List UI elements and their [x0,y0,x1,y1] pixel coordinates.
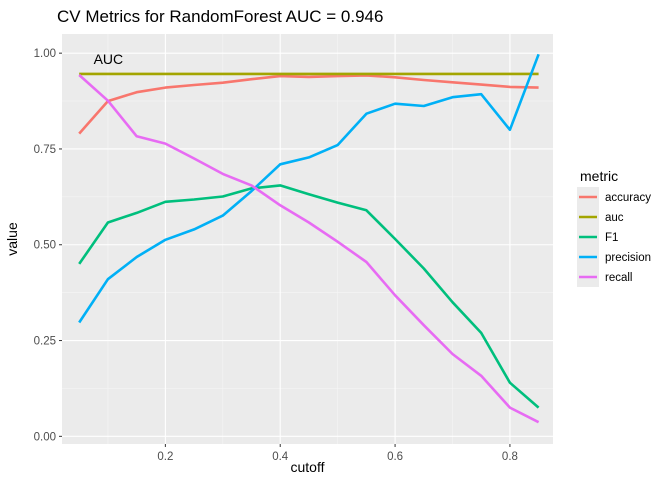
x-axis-ticks: 0.2 0.4 0.6 0.8 [157,444,518,463]
y-tick-label: 0.00 [34,431,56,443]
y-tick-label: 1.00 [34,48,56,60]
legend-label: recall [605,272,632,284]
legend-item-accuracy: accuracy [577,187,651,207]
y-axis-title: value [4,222,20,256]
legend-title: metric [580,168,618,184]
y-tick-label: 0.75 [34,144,56,156]
legend-label: F1 [605,232,618,244]
legend-label: auc [605,212,624,224]
legend-item-f1: F1 [577,227,618,247]
series-line-f1 [78,184,540,409]
chart-title: CV Metrics for RandomForest AUC = 0.946 [57,7,383,26]
auc-annotation: AUC [94,51,124,67]
x-tick-label: 0.4 [272,451,289,463]
y-tick-label: 0.25 [34,336,56,348]
x-tick-label: 0.2 [157,451,173,463]
x-axis-title: cutoff [291,459,325,475]
plot-panel [62,34,553,444]
y-axis-ticks: 0.00 0.25 0.50 0.75 1.00 [34,48,62,443]
series-line-precision [78,53,540,324]
legend-label: precision [605,252,651,264]
legend-item-recall: recall [577,267,632,287]
legend-label: accuracy [605,192,651,204]
x-tick-label: 0.8 [502,451,518,463]
series-line-accuracy [78,74,539,135]
series-lines [78,53,540,424]
legend-item-auc: auc [577,207,624,227]
y-tick-label: 0.50 [34,240,56,252]
legend: metric accuracy auc F1 precision recall [577,168,651,287]
series-line-recall [78,74,540,424]
legend-item-precision: precision [577,247,651,267]
x-tick-label: 0.6 [387,451,403,463]
